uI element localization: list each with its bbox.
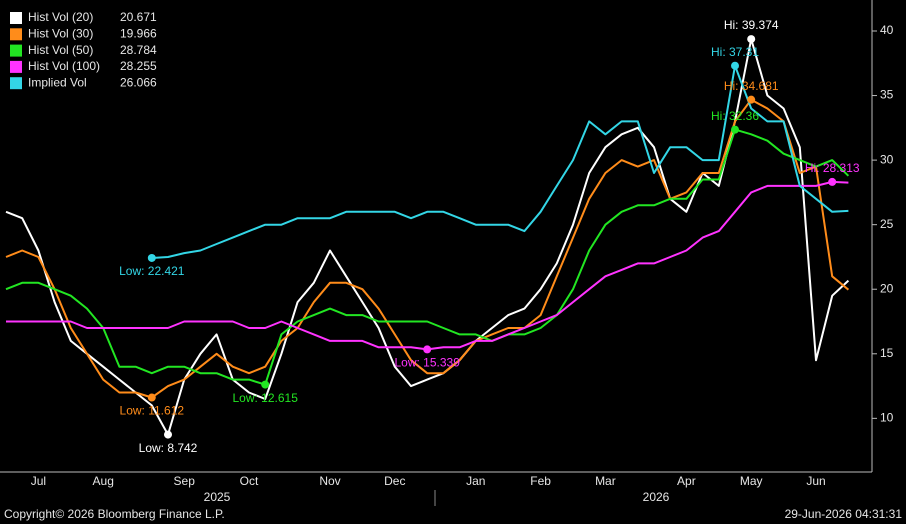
extreme-marker bbox=[261, 380, 270, 389]
legend-swatch bbox=[10, 77, 22, 90]
y-tick-label: 35 bbox=[880, 88, 894, 102]
legend-swatch bbox=[10, 60, 22, 73]
extreme-label: Hi: 32.36 bbox=[711, 109, 759, 123]
y-tick-label: 40 bbox=[880, 23, 894, 37]
extreme-marker bbox=[731, 125, 739, 134]
x-tick-label: Apr bbox=[677, 474, 696, 488]
extreme-label: Low: 11.612 bbox=[120, 404, 185, 418]
series-line bbox=[5, 38, 850, 436]
x-tick-label: Aug bbox=[93, 474, 114, 488]
legend-value: 28.784 bbox=[120, 43, 157, 57]
copyright: Copyright© 2026 Bloomberg Finance L.P. bbox=[4, 507, 225, 521]
extreme-marker bbox=[747, 35, 756, 44]
x-tick-label: Feb bbox=[530, 474, 551, 488]
extreme-label: Low: 8.742 bbox=[139, 441, 198, 455]
legend-swatch bbox=[10, 44, 22, 57]
x-tick-label: Jul bbox=[31, 474, 46, 488]
series-line bbox=[151, 64, 849, 259]
year-label: 2025 bbox=[204, 490, 231, 504]
year-label: 2026 bbox=[643, 490, 670, 504]
x-tick-label: Dec bbox=[384, 474, 405, 488]
x-tick-label: May bbox=[740, 474, 763, 488]
x-tick-label: Jan bbox=[466, 474, 485, 488]
series-line bbox=[5, 98, 850, 399]
extreme-marker bbox=[747, 95, 756, 104]
legend-value: 19.966 bbox=[120, 26, 157, 40]
timestamp: 29-Jun-2026 04:31:31 bbox=[785, 507, 903, 521]
extreme-label: Hi: 34.681 bbox=[724, 79, 779, 93]
series-line bbox=[5, 128, 850, 386]
extreme-label: Hi: 28.313 bbox=[805, 161, 860, 175]
x-tick-label: Sep bbox=[174, 474, 196, 488]
y-tick-label: 20 bbox=[880, 281, 894, 295]
extreme-marker bbox=[423, 345, 432, 354]
extreme-label: Hi: 37.31 bbox=[711, 45, 759, 59]
extreme-label: Hi: 39.374 bbox=[724, 18, 779, 32]
y-tick-label: 10 bbox=[880, 411, 894, 425]
legend-swatch bbox=[10, 12, 22, 24]
extreme-marker bbox=[147, 393, 156, 402]
legend-label: Hist Vol (20) bbox=[28, 10, 93, 24]
y-tick-label: 30 bbox=[880, 152, 894, 166]
y-tick-label: 15 bbox=[880, 346, 894, 360]
legend-swatch bbox=[10, 28, 22, 41]
x-tick-label: Nov bbox=[319, 474, 340, 488]
extreme-label: Low: 12.615 bbox=[233, 391, 299, 405]
legend-value: 20.671 bbox=[120, 10, 157, 24]
legend-value: 26.066 bbox=[120, 75, 157, 89]
legend-label: Implied Vol bbox=[28, 75, 87, 89]
extreme-marker bbox=[164, 430, 172, 439]
extreme-marker bbox=[828, 177, 837, 186]
x-tick-label: Jun bbox=[806, 474, 825, 488]
x-tick-label: Oct bbox=[240, 474, 259, 488]
legend-box bbox=[4, 6, 164, 94]
legend-label: Hist Vol (50) bbox=[28, 43, 93, 57]
x-tick-label: Mar bbox=[595, 474, 616, 488]
legend-label: Hist Vol (30) bbox=[28, 26, 93, 40]
extreme-marker bbox=[731, 61, 739, 70]
extreme-marker bbox=[147, 253, 156, 262]
legend-label: Hist Vol (100) bbox=[28, 59, 100, 73]
y-tick-label: 25 bbox=[880, 217, 894, 231]
extreme-label: Low: 15.339 bbox=[395, 356, 461, 370]
legend-value: 28.255 bbox=[120, 59, 157, 73]
extreme-label: Low: 22.421 bbox=[119, 264, 185, 278]
